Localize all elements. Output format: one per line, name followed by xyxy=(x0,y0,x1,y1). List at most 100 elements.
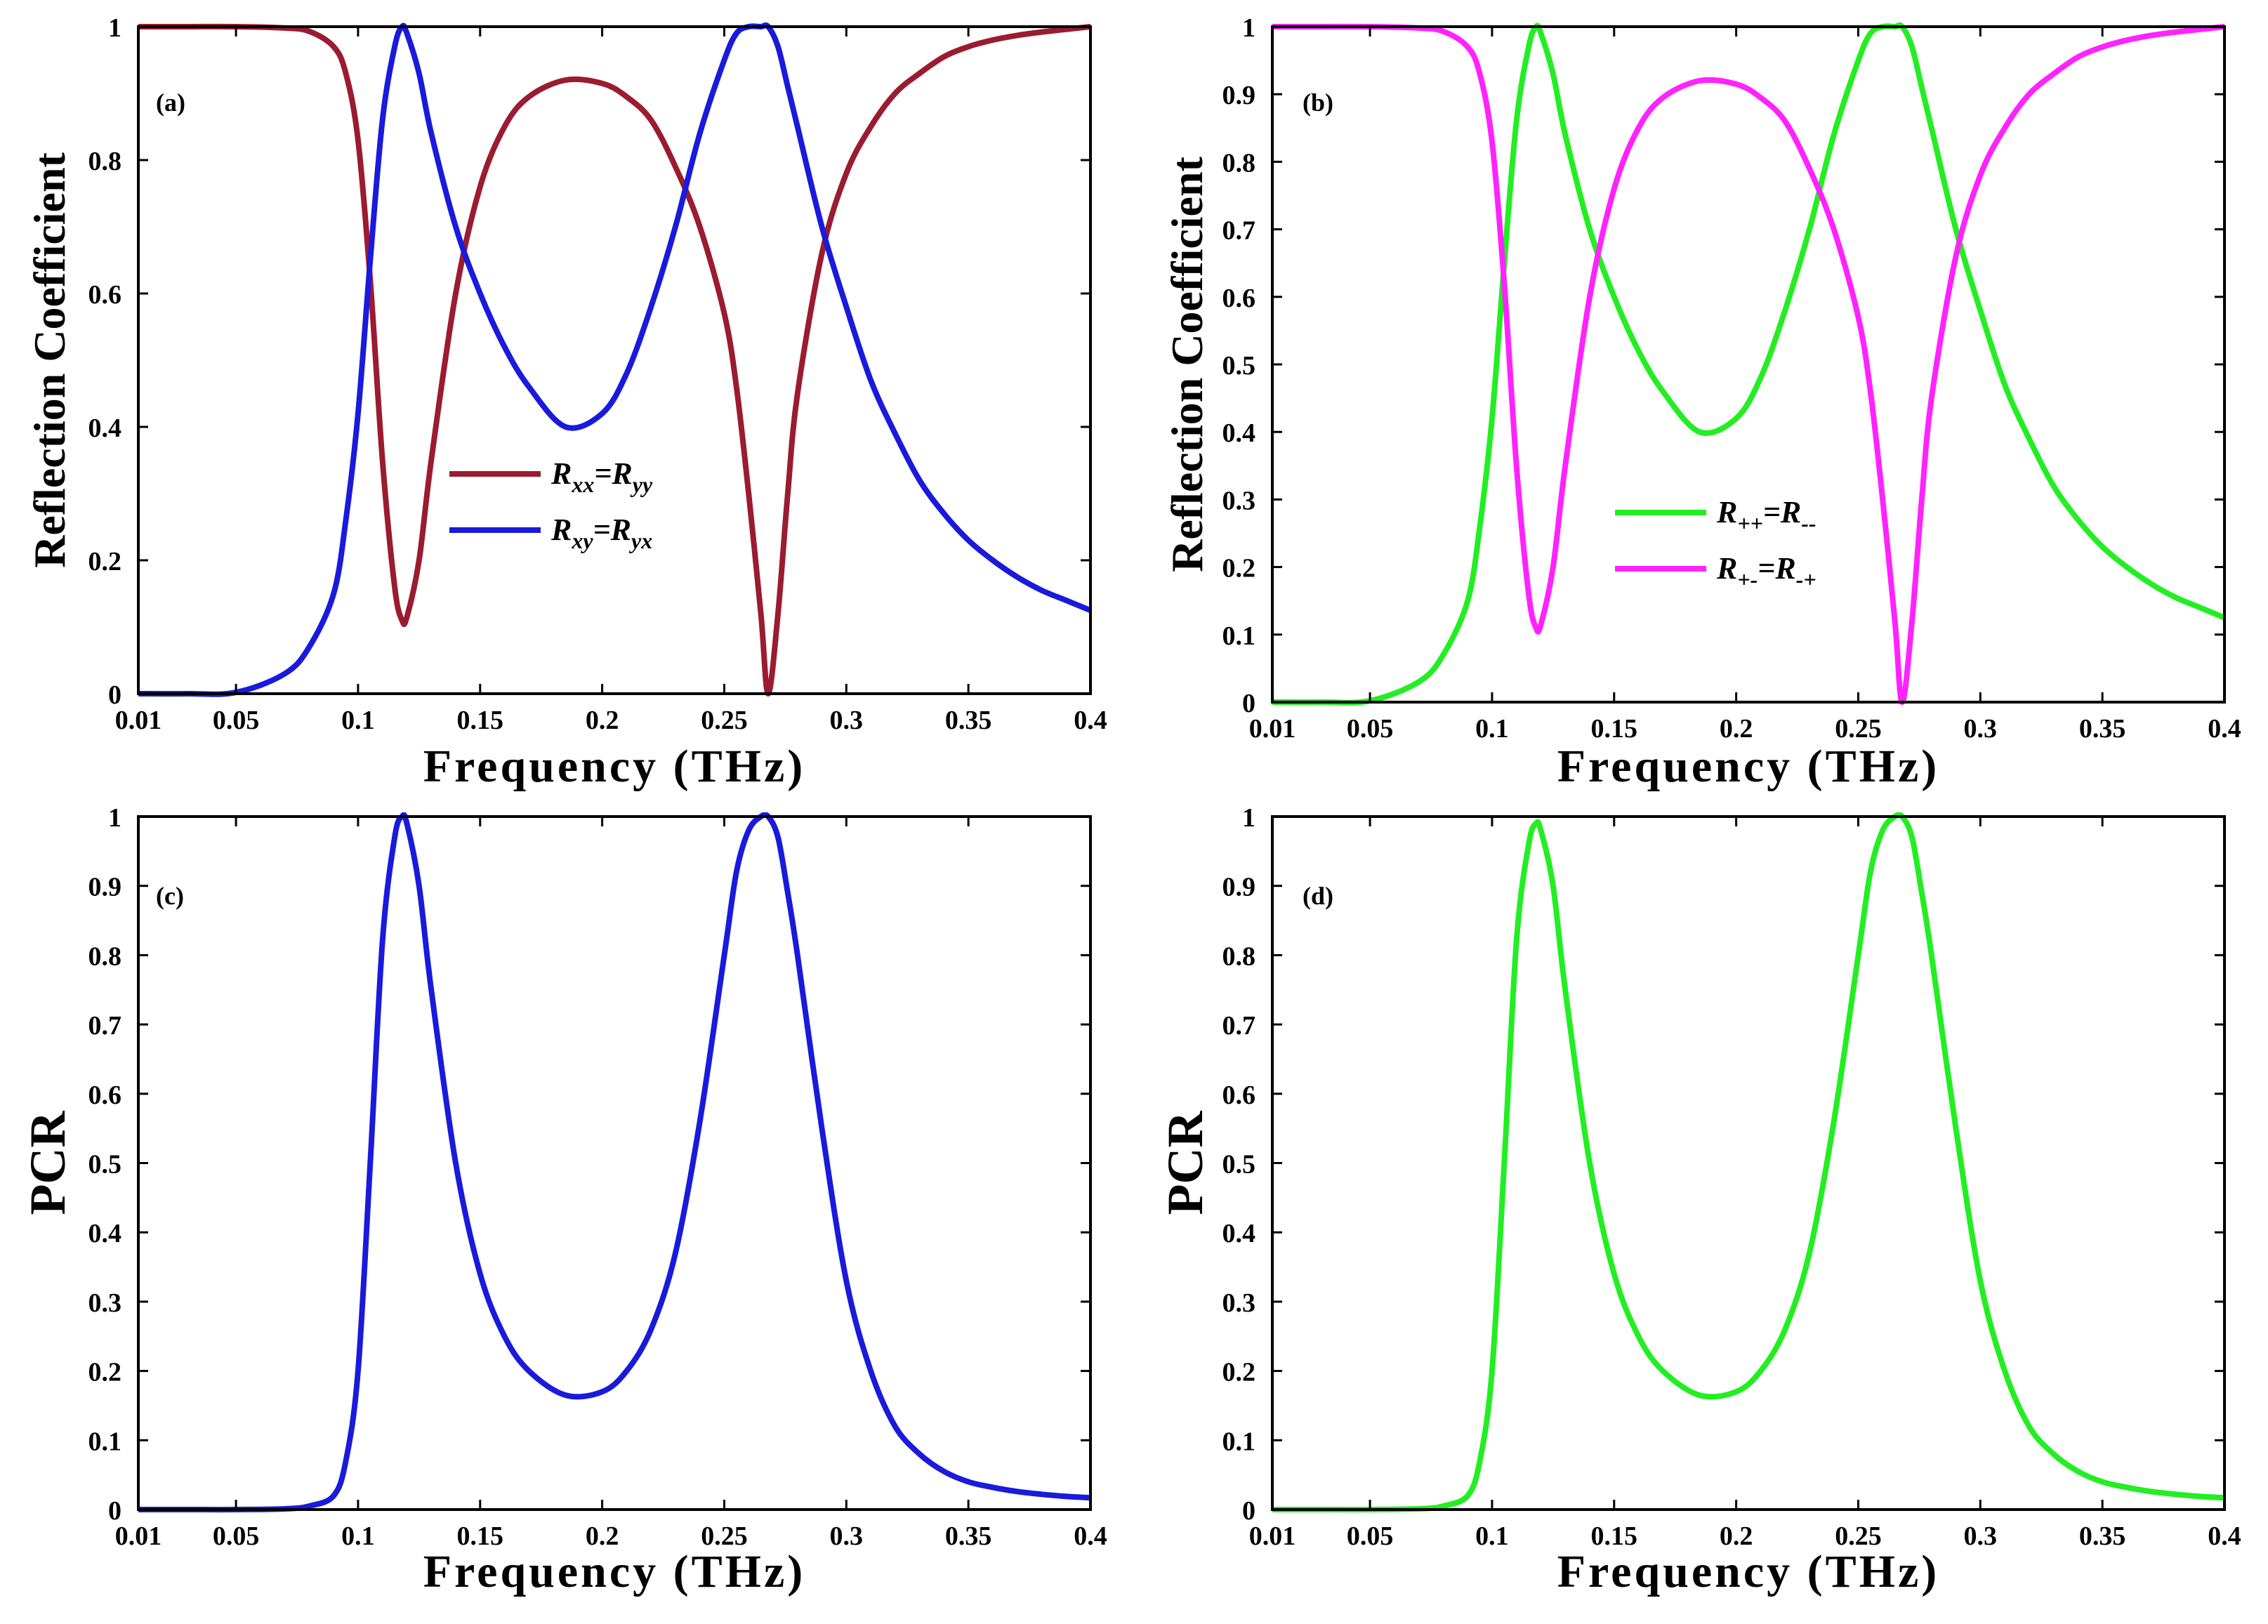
y-tick-label: 0.6 xyxy=(88,280,122,310)
series-line-a-0 xyxy=(138,23,1090,697)
y-tick-label: 0.6 xyxy=(1222,1081,1256,1110)
x-axis-title: Frequency (THz) xyxy=(1557,1546,1940,1597)
x-tick-label: 0.15 xyxy=(1591,714,1638,744)
legend-entry: R++=R-- xyxy=(1716,495,1817,536)
x-tick-label: 0.1 xyxy=(341,706,375,735)
legend-entry: Rxx=Ryy xyxy=(550,456,653,497)
x-tick-label: 0.25 xyxy=(1835,714,1882,744)
panel-a: 0.01 0.05 0.1 0.15 0.2 0.25 0.3 0.35 0.4 0 0.2 0.4 0… xyxy=(25,13,1107,792)
series-line-c-0 xyxy=(138,812,1090,1513)
y-tick-label: 0.2 xyxy=(88,547,122,576)
y-tick-label: 0.5 xyxy=(88,1150,122,1180)
y-axis-title: PCR xyxy=(20,1111,76,1215)
y-tick-label: 0.8 xyxy=(88,942,122,971)
y-tick-label: 0.1 xyxy=(88,1427,122,1456)
y-tick-label: 0.7 xyxy=(88,1011,122,1041)
y-tick-label: 0.5 xyxy=(1222,351,1256,381)
x-tick-label: 0.15 xyxy=(457,1521,504,1551)
plot-frame-c xyxy=(137,815,1092,1511)
x-tick-label: 0.15 xyxy=(1591,1521,1638,1551)
y-tick-label: 0.7 xyxy=(1222,216,1256,246)
x-tick-label: 0.4 xyxy=(2208,714,2241,744)
y-tick-label: 0 xyxy=(1242,689,1255,718)
y-tick-label: 0.2 xyxy=(1222,1358,1256,1387)
x-tick-label: 0.3 xyxy=(830,1521,864,1551)
x-tick-label: 0.01 xyxy=(1249,1521,1296,1551)
x-axis-title: Frequency (THz) xyxy=(1557,741,1940,792)
series-line-d-0 xyxy=(1272,812,2224,1513)
x-tick-label: 0.1 xyxy=(1475,1521,1509,1551)
y-tick-label: 0.4 xyxy=(88,414,122,443)
series-line-b-1 xyxy=(1272,23,2224,705)
x-tick-label: 0.2 xyxy=(1720,714,1753,744)
x-tick-label: 0.4 xyxy=(2208,1521,2241,1551)
x-tick-label: 0.4 xyxy=(1074,1521,1107,1551)
x-axis-title: Frequency (THz) xyxy=(423,1546,806,1597)
y-tick-label: 0.3 xyxy=(1222,1288,1256,1318)
panel-label: (a) xyxy=(156,88,185,117)
y-tick-label: 0 xyxy=(108,1496,121,1526)
plot-frame-a xyxy=(137,25,1092,695)
y-axis-title: PCR xyxy=(1157,1111,1213,1215)
x-tick-label: 0.25 xyxy=(701,706,748,735)
x-tick-label: 0.05 xyxy=(213,1521,260,1551)
panel-label: (d) xyxy=(1303,882,1333,910)
y-tick-label: 0.4 xyxy=(1222,1219,1256,1248)
x-tick-label: 0.35 xyxy=(945,1521,992,1551)
y-tick-label: 0.9 xyxy=(1222,81,1256,110)
legend-entry: R+-=R-+ xyxy=(1716,551,1817,592)
plot-frame-d xyxy=(1271,815,2226,1511)
y-tick-label: 0.9 xyxy=(1222,873,1256,902)
panel-c: 0.01 0.05 0.1 0.15 0.2 0.25 0.3 0.35 0.4 0 0.1 0.2 0… xyxy=(20,803,1107,1597)
x-axis-title: Frequency (THz) xyxy=(423,741,806,792)
panel-b: 0.01 0.05 0.1 0.15 0.2 0.25 0.3 0.35 0.4 0 0.1 0.2 0… xyxy=(1162,13,2241,792)
x-tick-label: 0.3 xyxy=(830,706,864,735)
x-tick-label: 0.3 xyxy=(1964,1521,1998,1551)
y-tick-label: 0.4 xyxy=(88,1219,122,1248)
x-tick-label: 0.05 xyxy=(213,706,260,735)
y-tick-label: 1 xyxy=(1242,803,1255,833)
x-tick-label: 0.01 xyxy=(1249,714,1296,744)
y-tick-label: 0.6 xyxy=(88,1081,122,1110)
x-tick-label: 0.1 xyxy=(341,1521,375,1551)
x-tick-label: 0.2 xyxy=(586,706,619,735)
y-tick-label: 0.8 xyxy=(1222,942,1256,971)
y-tick-label: 0.5 xyxy=(1222,1150,1256,1180)
y-tick-label: 0.3 xyxy=(1222,486,1256,515)
x-tick-label: 0.2 xyxy=(586,1521,619,1551)
y-tick-label: 0.9 xyxy=(88,873,122,902)
x-tick-label: 0.01 xyxy=(115,1521,162,1551)
panel-label: (c) xyxy=(156,882,184,910)
x-tick-label: 0.4 xyxy=(1074,706,1107,735)
y-tick-label: 0.8 xyxy=(1222,148,1256,178)
y-tick-label: 0.2 xyxy=(1222,554,1256,583)
y-tick-label: 0.1 xyxy=(1222,1427,1256,1456)
panel-d: 0.01 0.05 0.1 0.15 0.2 0.25 0.3 0.35 0.4 0 0.1 0.2 0… xyxy=(1157,803,2241,1597)
y-tick-label: 1 xyxy=(108,13,121,43)
y-axis-title: Reflection Coefficient xyxy=(1162,156,1212,572)
y-tick-label: 0.1 xyxy=(1222,621,1256,651)
x-tick-label: 0.25 xyxy=(1835,1521,1882,1551)
legend-entry: Rxy=Ryx xyxy=(550,513,652,553)
x-tick-label: 0.2 xyxy=(1720,1521,1753,1551)
y-tick-label: 0.8 xyxy=(88,147,122,176)
x-tick-label: 0.35 xyxy=(2079,714,2126,744)
y-tick-label: 0 xyxy=(108,680,121,710)
y-tick-label: 0.2 xyxy=(88,1358,122,1387)
plot-frame-b xyxy=(1271,25,2226,704)
y-tick-label: 1 xyxy=(108,803,121,833)
y-tick-label: 0.7 xyxy=(1222,1011,1256,1041)
x-tick-label: 0.01 xyxy=(115,706,162,735)
series-line-a-1 xyxy=(138,22,1090,697)
y-tick-label: 0.6 xyxy=(1222,284,1256,313)
panel-label: (b) xyxy=(1303,88,1333,117)
x-tick-label: 0.35 xyxy=(2079,1521,2126,1551)
y-tick-label: 0.3 xyxy=(88,1288,122,1318)
y-tick-label: 0.4 xyxy=(1222,418,1256,448)
y-tick-label: 0 xyxy=(1242,1496,1255,1526)
x-tick-label: 0.35 xyxy=(945,706,992,735)
y-tick-label: 1 xyxy=(1242,13,1255,43)
x-tick-label: 0.25 xyxy=(701,1521,748,1551)
series-line-b-0 xyxy=(1272,22,2224,706)
